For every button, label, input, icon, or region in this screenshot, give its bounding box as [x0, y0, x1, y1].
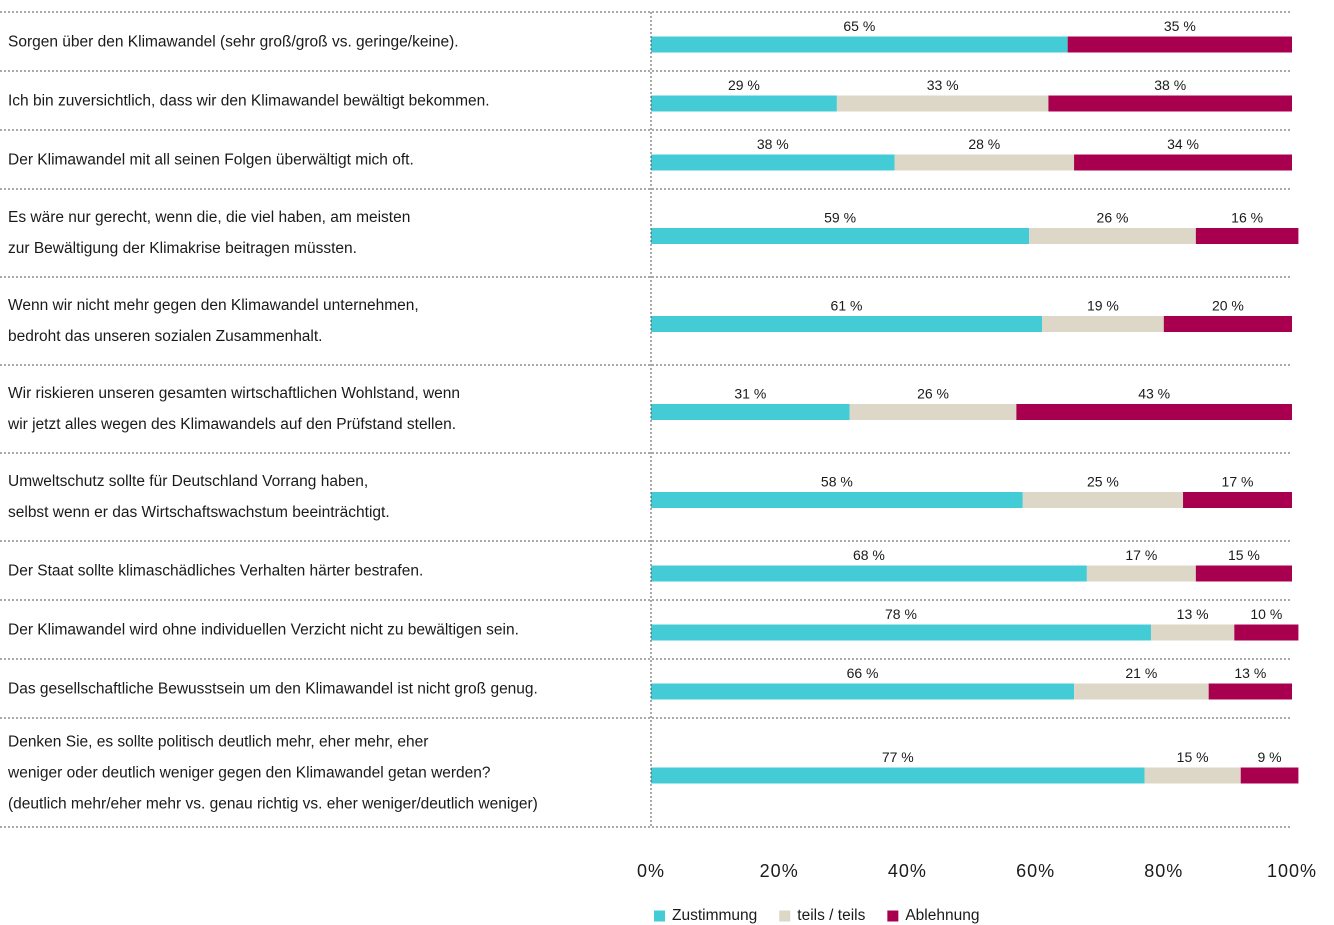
value-label: 29 %	[728, 77, 760, 93]
value-label: 13 %	[1177, 606, 1209, 622]
bar-segment	[1163, 316, 1292, 332]
bar-segment	[1074, 683, 1209, 700]
category-label: Der Klimawandel mit all seinen Folgen üb…	[8, 151, 414, 168]
value-label: 10 %	[1250, 606, 1282, 622]
value-label: 15 %	[1177, 749, 1209, 765]
value-label: 26 %	[1097, 210, 1129, 226]
x-tick-label: 80%	[1144, 861, 1183, 881]
bar-segment	[651, 404, 850, 420]
value-label: 66 %	[847, 665, 879, 681]
value-label: 17 %	[1125, 547, 1157, 563]
value-label: 65 %	[843, 18, 875, 34]
bar-segment	[651, 492, 1023, 508]
value-label: 19 %	[1087, 298, 1119, 314]
bar-segment	[836, 95, 1049, 112]
value-label: 38 %	[757, 136, 789, 152]
value-label: 58 %	[821, 474, 853, 490]
legend-swatch	[654, 910, 665, 922]
bar-segment	[1029, 228, 1196, 244]
category-label: Es wäre nur gerecht, wenn die, die viel …	[8, 209, 411, 257]
category-label: Umweltschutz sollte für Deutschland Vorr…	[8, 473, 390, 521]
category-label: Wenn wir nicht mehr gegen den Klimawande…	[8, 297, 419, 345]
value-label: 59 %	[824, 210, 856, 226]
bar-segment	[1208, 683, 1292, 700]
x-tick-label: 40%	[888, 861, 927, 881]
bar-segment	[651, 565, 1087, 582]
value-label: 61 %	[831, 298, 863, 314]
bar-segment	[1074, 154, 1292, 171]
x-tick-label: 100%	[1267, 861, 1317, 881]
bar-segment	[1183, 492, 1292, 508]
category-label: Wir riskieren unseren gesamten wirtschaf…	[8, 385, 460, 433]
bar-segment	[651, 36, 1068, 53]
bar-segment	[1086, 565, 1196, 582]
value-label: 16 %	[1231, 210, 1263, 226]
value-label: 35 %	[1164, 18, 1196, 34]
category-label: Das gesellschaftliche Bewusstsein um den…	[8, 680, 538, 697]
category-label: Sorgen über den Klimawandel (sehr groß/g…	[8, 33, 459, 50]
value-label: 78 %	[885, 606, 917, 622]
value-label: 31 %	[734, 386, 766, 402]
bar-segment	[1240, 767, 1299, 784]
value-label: 15 %	[1228, 547, 1260, 563]
bar-segment	[1195, 228, 1299, 244]
value-label: 28 %	[968, 136, 1000, 152]
category-label: Der Staat sollte klimaschädliches Verhal…	[8, 562, 424, 579]
legend-label: Ablehnung	[905, 907, 979, 924]
value-label: 68 %	[853, 547, 885, 563]
bar-segment	[1016, 404, 1292, 420]
x-tick-label: 20%	[760, 861, 799, 881]
value-label: 33 %	[927, 77, 959, 93]
value-label: 17 %	[1222, 474, 1254, 490]
bar-segment	[1067, 36, 1292, 53]
bar-segment	[651, 624, 1151, 641]
bar-segment	[1234, 624, 1299, 641]
bar-segment	[651, 228, 1030, 244]
legend-label: teils / teils	[797, 907, 865, 924]
x-tick-label: 60%	[1016, 861, 1055, 881]
value-label: 77 %	[882, 749, 914, 765]
value-label: 43 %	[1138, 386, 1170, 402]
legend-swatch	[779, 910, 791, 922]
value-label: 25 %	[1087, 474, 1119, 490]
category-label: Ich bin zuversichtlich, dass wir den Kli…	[8, 92, 490, 109]
value-label: 13 %	[1234, 665, 1266, 681]
legend-label: Zustimmung	[672, 907, 757, 924]
value-label: 26 %	[917, 386, 949, 402]
bar-segment	[651, 154, 895, 171]
bar-segment	[651, 683, 1075, 700]
bar-segment	[651, 767, 1145, 784]
legend-swatch	[887, 910, 899, 922]
value-label: 38 %	[1154, 77, 1186, 93]
category-label: Denken Sie, es sollte politisch deutlich…	[8, 733, 538, 812]
bar-segment	[894, 154, 1075, 171]
bar-segment	[1195, 565, 1292, 582]
bar-segment	[1150, 624, 1235, 641]
bar-segment	[1048, 95, 1292, 112]
bar-segment	[651, 316, 1043, 332]
value-label: 9 %	[1258, 749, 1282, 765]
category-label: Der Klimawandel wird ohne individuellen …	[8, 621, 519, 638]
bar-segment	[849, 404, 1017, 420]
value-label: 21 %	[1125, 665, 1157, 681]
bar-segment	[651, 95, 837, 112]
x-tick-label: 0%	[637, 861, 665, 881]
bar-segment	[1022, 492, 1184, 508]
value-label: 34 %	[1167, 136, 1199, 152]
value-label: 20 %	[1212, 298, 1244, 314]
bar-segment	[1144, 767, 1241, 784]
bar-segment	[1042, 316, 1164, 332]
